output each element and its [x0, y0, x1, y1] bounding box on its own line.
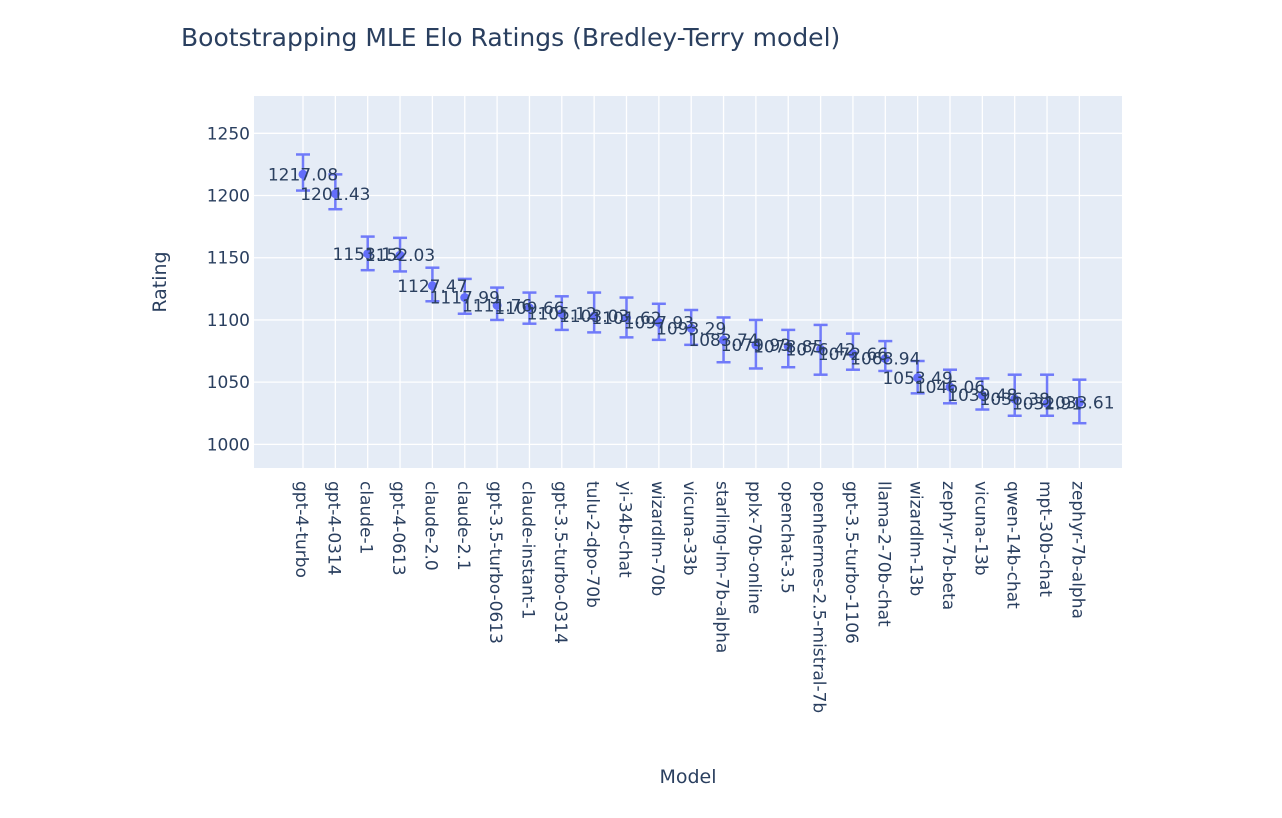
x-tick-label: wizardlm-70b — [647, 481, 667, 596]
data-point — [460, 293, 470, 303]
data-point — [783, 341, 793, 351]
y-tick-label: 1150 — [207, 249, 250, 269]
data-point — [622, 313, 631, 323]
data-label: 1217.08 — [268, 165, 338, 185]
x-tick-label: qwen-14b-chat — [1003, 481, 1023, 609]
data-point — [1042, 398, 1052, 408]
plot-area — [254, 96, 1122, 468]
x-tick-label: gpt-4-turbo — [291, 481, 311, 578]
data-point — [719, 335, 729, 345]
data-label: 1039.48 — [947, 386, 1017, 406]
data-label: 1046.06 — [915, 378, 985, 398]
data-point — [880, 354, 890, 364]
data-label: 1093.29 — [656, 319, 726, 339]
data-label: 1103.03 — [559, 307, 629, 327]
x-tick-label: tulu-2-dpo-70b — [582, 481, 602, 608]
y-tick-label: 1100 — [207, 311, 250, 331]
data-point — [751, 340, 761, 350]
x-tick-label: claude-instant-1 — [517, 481, 537, 619]
x-tick-label: claude-2.0 — [420, 481, 440, 571]
data-point — [686, 323, 696, 333]
x-tick-labels: gpt-4-turbo gpt-4-0314 claude-1 gpt-4-0613 c… — [291, 481, 1087, 713]
data-label: 1068.94 — [850, 350, 920, 370]
x-tick-label: llama-2-70b-chat — [873, 481, 893, 627]
data-label: 1072.66 — [818, 345, 888, 365]
data-label: 1101.62 — [591, 309, 661, 329]
data-point — [589, 311, 599, 321]
y-tick-labels: 1000 1050 1100 1150 1200 1250 — [207, 124, 250, 455]
x-tick-label: gpt-3.5-turbo-0314 — [550, 481, 570, 644]
data-point — [1010, 394, 1020, 404]
error-bars — [296, 153, 1087, 425]
x-axis-title: Model — [659, 766, 716, 788]
data-point — [330, 189, 340, 199]
data-point — [848, 349, 858, 359]
data-label: 1152.03 — [365, 246, 435, 266]
data-point — [492, 300, 502, 310]
data-point — [298, 169, 308, 179]
x-tick-label: gpt-4-0314 — [323, 481, 343, 576]
data-label: 1105.12 — [527, 305, 597, 325]
data-label: 1076.42 — [785, 340, 855, 360]
data-points — [298, 169, 1084, 408]
data-point — [913, 373, 923, 383]
x-tick-label: yi-34b-chat — [615, 481, 635, 578]
data-label: 1079.93 — [721, 336, 791, 356]
x-tick-label: starling-lm-7b-alpha — [712, 481, 732, 653]
data-point — [816, 344, 826, 354]
x-tick-label: vicuna-13b — [970, 481, 990, 576]
x-tick-label: mpt-30b-chat — [1035, 481, 1055, 597]
data-label: 1117.99 — [430, 289, 500, 309]
error-bar — [1040, 373, 1055, 417]
data-label: 1201.43 — [300, 185, 370, 205]
y-axis-title: Rating — [149, 251, 171, 312]
x-tick-label: claude-1 — [356, 481, 376, 554]
data-point — [427, 281, 437, 291]
x-tick-label: wizardlm-13b — [906, 481, 926, 596]
y-tick-label: 1250 — [207, 124, 250, 144]
data-label: 1097.93 — [624, 314, 694, 334]
y-tick-label: 1000 — [207, 435, 250, 455]
data-label: 1033.61 — [1044, 394, 1114, 414]
x-tick-label: gpt-3.5-turbo-1106 — [841, 481, 861, 644]
data-label: 1111.76 — [462, 296, 532, 316]
data-label: 1083.74 — [688, 331, 758, 351]
data-point — [524, 303, 534, 313]
x-tick-label: openchat-3.5 — [776, 481, 796, 594]
data-label: 1109.66 — [494, 299, 564, 319]
x-tick-label: openhermes-2.5-mistral-7b — [809, 481, 829, 713]
x-tick-label: gpt-3.5-turbo-0613 — [485, 481, 505, 644]
x-tick-label: gpt-4-0613 — [388, 481, 408, 576]
data-label: 1053.49 — [882, 369, 952, 389]
data-point — [945, 382, 955, 392]
x-tick-label: zephyr-7b-alpha — [1067, 481, 1087, 619]
data-point — [1074, 398, 1084, 408]
data-point — [977, 390, 987, 400]
data-label: 1127.47 — [397, 277, 467, 297]
data-point — [557, 309, 567, 319]
x-tick-label: zephyr-7b-beta — [938, 481, 958, 610]
data-point — [363, 249, 373, 259]
x-tick-label: pplx-70b-online — [744, 481, 764, 614]
data-label: 1032.91 — [1012, 394, 1082, 414]
chart-title: Bootstrapping MLE Elo Ratings (Bredley-T… — [181, 23, 840, 52]
x-tick-label: claude-2.1 — [453, 481, 473, 571]
y-tick-label: 1050 — [207, 373, 250, 393]
data-label: 1153.12 — [333, 245, 403, 265]
y-tick-label: 1200 — [207, 187, 250, 207]
data-label: 1036.38 — [980, 390, 1050, 410]
data-point — [395, 250, 405, 260]
x-tick-label: vicuna-33b — [679, 481, 699, 576]
data-point — [654, 318, 664, 328]
data-label: 1078.85 — [753, 337, 823, 357]
